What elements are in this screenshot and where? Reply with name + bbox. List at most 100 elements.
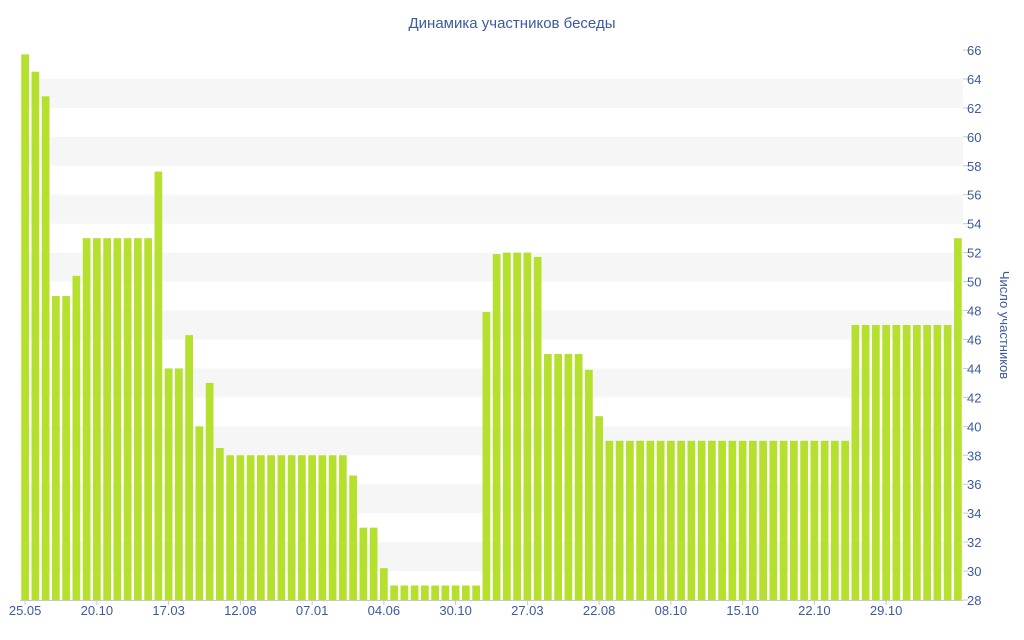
bar bbox=[503, 252, 511, 600]
bar bbox=[113, 238, 122, 600]
bar bbox=[216, 448, 224, 600]
bar bbox=[52, 296, 60, 600]
bar bbox=[892, 325, 901, 600]
bar bbox=[923, 325, 931, 600]
bar bbox=[441, 585, 450, 600]
bar bbox=[267, 455, 275, 600]
bar bbox=[605, 440, 614, 600]
bar bbox=[728, 440, 737, 600]
bar bbox=[626, 440, 634, 600]
y-tick-label: 46 bbox=[967, 332, 981, 347]
bar bbox=[308, 455, 316, 600]
bar bbox=[790, 440, 798, 600]
x-tick-label: 08.10 bbox=[655, 603, 688, 618]
y-tick-label: 40 bbox=[967, 419, 981, 434]
bar bbox=[175, 368, 183, 600]
y-tick-label: 34 bbox=[967, 506, 981, 521]
x-tick-label: 07.01 bbox=[296, 603, 329, 618]
bar bbox=[708, 440, 716, 600]
y-tick-label: 60 bbox=[967, 130, 981, 145]
x-tick-label: 22.08 bbox=[583, 603, 616, 618]
bar bbox=[349, 475, 357, 600]
bar bbox=[369, 527, 378, 600]
bar bbox=[195, 426, 204, 600]
bar bbox=[400, 585, 409, 600]
bar bbox=[339, 455, 347, 600]
bar bbox=[615, 440, 624, 600]
bar bbox=[656, 440, 665, 600]
bar bbox=[185, 335, 193, 600]
y-tick-label: 28 bbox=[967, 593, 981, 608]
bar bbox=[236, 455, 245, 600]
bar bbox=[492, 254, 501, 600]
y-tick-label: 44 bbox=[967, 361, 981, 376]
x-tick-label: 12.08 bbox=[224, 603, 257, 618]
bar bbox=[769, 440, 778, 600]
x-tick-label: 22.10 bbox=[798, 603, 831, 618]
bar bbox=[82, 238, 91, 600]
bar bbox=[41, 96, 50, 600]
chart-title: Динамика участников беседы bbox=[409, 15, 616, 32]
bar bbox=[882, 325, 890, 600]
x-tick-label: 20.10 bbox=[81, 603, 114, 618]
x-tick-label: 29.10 bbox=[870, 603, 903, 618]
bar bbox=[298, 455, 306, 600]
y-axis-ticks: 28 30 32 34 36 38 40 42 44 46 48 50 52 54 56 58 60 62 64 66 bbox=[963, 43, 981, 608]
grid-band bbox=[20, 194, 963, 224]
bar bbox=[749, 440, 757, 600]
bar bbox=[451, 585, 460, 600]
y-tick-label: 48 bbox=[967, 304, 981, 319]
y-tick-label: 50 bbox=[967, 275, 981, 290]
bar bbox=[359, 527, 368, 600]
bar bbox=[134, 238, 142, 600]
x-tick-label: 15.10 bbox=[726, 603, 759, 618]
bar bbox=[123, 238, 132, 600]
bar bbox=[380, 568, 388, 600]
bar bbox=[902, 325, 911, 600]
grid-band bbox=[20, 136, 963, 166]
x-axis-ticks: 25.05 20.10 17.03 12.08 07.01 04.06 30.10 27.03… bbox=[9, 600, 903, 618]
grid-band bbox=[20, 252, 963, 282]
bar bbox=[718, 440, 726, 600]
bar bbox=[779, 440, 788, 600]
bar bbox=[144, 238, 152, 600]
bar bbox=[585, 369, 593, 600]
bar bbox=[554, 353, 562, 600]
bar bbox=[738, 440, 747, 600]
y-tick-label: 38 bbox=[967, 448, 981, 463]
bar bbox=[667, 440, 675, 600]
y-axis-title: Число участников bbox=[997, 271, 1012, 379]
bar bbox=[533, 256, 542, 600]
bar bbox=[913, 325, 921, 600]
bar bbox=[31, 71, 40, 600]
grid-band bbox=[20, 78, 963, 108]
bar bbox=[544, 353, 552, 600]
bar bbox=[677, 440, 685, 600]
bar bbox=[103, 238, 111, 600]
bar bbox=[564, 353, 573, 600]
bar bbox=[421, 585, 429, 600]
bar bbox=[472, 585, 480, 600]
bar bbox=[431, 585, 439, 600]
bar bbox=[318, 455, 327, 600]
bar bbox=[523, 252, 532, 600]
bar bbox=[164, 368, 173, 600]
bar bbox=[410, 585, 419, 600]
bar bbox=[513, 252, 521, 600]
bar bbox=[872, 325, 880, 600]
y-tick-label: 58 bbox=[967, 159, 981, 174]
y-tick-label: 42 bbox=[967, 390, 981, 405]
y-tick-label: 54 bbox=[967, 217, 981, 232]
bar bbox=[482, 311, 491, 600]
bar bbox=[800, 440, 808, 600]
bar bbox=[687, 440, 696, 600]
y-tick-label: 32 bbox=[967, 535, 981, 550]
bar bbox=[21, 54, 29, 600]
y-tick-label: 52 bbox=[967, 246, 981, 261]
bar bbox=[154, 171, 163, 600]
x-tick-label: 17.03 bbox=[152, 603, 185, 618]
bar bbox=[933, 325, 942, 600]
y-tick-label: 64 bbox=[967, 72, 981, 87]
y-tick-label: 56 bbox=[967, 188, 981, 203]
y-tick-label: 30 bbox=[967, 564, 981, 579]
